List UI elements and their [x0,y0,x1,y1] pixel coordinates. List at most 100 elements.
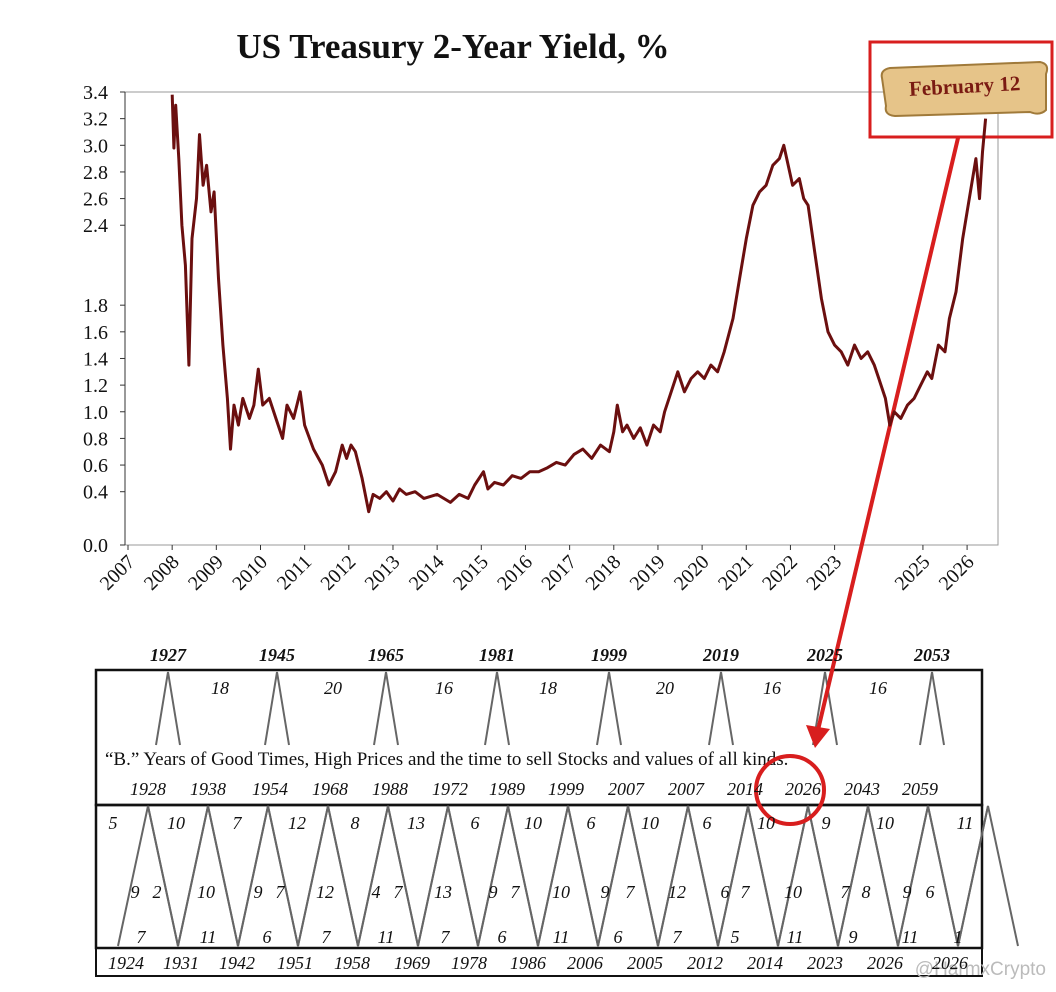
top-numbers: 7 [233,813,243,833]
lower-years: 2023 [807,953,843,973]
bottom-numbers: 6 [614,927,623,947]
top-numbers: 10 [757,813,775,833]
yield-line [170,94,988,514]
bottom-numbers: 7 [441,927,451,947]
x-tick-label: 2019 [626,551,670,595]
peak-wedge [919,671,945,746]
zigzag [147,805,1019,947]
x-tick-label: 2017 [537,551,581,595]
middle-numbers: 9 [601,882,610,902]
bottom-numbers: 9 [849,927,858,947]
peak-wedge [373,671,399,746]
chart-title: US Treasury 2-Year Yield, % [236,27,669,66]
bottom-numbers: 11 [553,927,570,947]
middle-numbers: 7 [276,882,286,902]
x-tick-label: 2026 [935,551,979,595]
lower-years: 1931 [163,953,199,973]
x-tick-label: 2016 [493,551,537,595]
y-tick-label: 0.4 [83,482,108,504]
watermark: @HarmxCrypto [915,959,1046,980]
upper-years: 2026 [785,779,821,799]
top-numbers: 10 [524,813,542,833]
y-tick-label: 2.4 [83,215,108,237]
bottom-numbers: 11 [378,927,395,947]
middle-numbers: 9 [254,882,263,902]
y-tick-label: 3.0 [83,135,108,157]
y-tick-label: 1.2 [83,375,108,397]
upper-years: 1928 [130,779,166,799]
peak-years: 1945 [259,645,295,665]
annotation: February 12 [908,71,1021,101]
x-tick-label: 2013 [361,551,405,595]
y-tick-label: 1.0 [83,402,108,424]
bottom-numbers: 7 [137,927,147,947]
x-tick-label: 2009 [184,551,228,595]
upper-years: 1938 [190,779,226,799]
highlight-box [868,40,1054,139]
upper-years: 2007 [668,779,705,799]
middle-numbers: 9 [903,882,912,902]
peak-intervals: 16 [435,678,453,698]
lower-years: 2026 [932,953,968,973]
bottom-numbers: 1 [954,927,963,947]
middle-numbers: 10 [197,882,215,902]
bottom-numbers: 6 [263,927,272,947]
top-numbers: 8 [351,813,360,833]
x-tick-label: 2022 [758,551,802,595]
middle-numbers: 9 [131,882,140,902]
banner [880,60,1049,118]
top-numbers: 5 [109,813,118,833]
middle-numbers: 7 [741,882,751,902]
middle-numbers: 9 [489,882,498,902]
y-tick-label: 0.8 [83,428,108,450]
x-tick-label: 2011 [273,551,316,594]
peak-wedge [484,671,510,746]
upper-years: 2043 [844,779,880,799]
middle-numbers: 7 [626,882,636,902]
lower-years: 1986 [510,953,546,973]
plot-frame [124,91,999,546]
middle-numbers: 2 [153,882,162,902]
lower-years: 2014 [747,953,783,973]
x-tick-label: 2010 [228,551,272,595]
lower-years: 2012 [687,953,723,973]
upper-years: 1954 [252,779,288,799]
upper-years: 1989 [489,779,525,799]
peak-intervals: 18 [211,678,229,698]
middle-numbers: 10 [784,882,802,902]
peak-wedge [708,671,734,746]
top-numbers: 6 [587,813,596,833]
y-tick-label: 3.4 [83,82,108,104]
middle-numbers: 7 [394,882,404,902]
peak-years: 1927 [150,645,187,665]
middle-numbers: 10 [552,882,570,902]
peak-years: 2053 [913,645,950,665]
y-tick-label: 1.4 [83,348,108,370]
x-tick-label: 2014 [405,551,449,595]
top-numbers: 10 [876,813,894,833]
middle-numbers: 7 [511,882,521,902]
x-tick-label: 2023 [802,551,846,595]
bottom-numbers: 11 [902,927,919,947]
middle-numbers: 7 [841,882,851,902]
upper-years: 2059 [902,779,938,799]
x-tick-label: 2025 [891,551,935,595]
upper-years: 2007 [608,779,645,799]
peak-intervals: 16 [869,678,887,698]
peak-intervals: 20 [656,678,674,698]
top-numbers: 10 [641,813,659,833]
middle-numbers: 13 [434,882,452,902]
upper-years: 1968 [312,779,348,799]
x-tick-label: 2021 [714,551,758,595]
cycle-caption: “B.” Years of Good Times, High Prices an… [105,749,788,770]
bottom-numbers: 7 [322,927,332,947]
y-tick-label: 0.0 [83,535,108,557]
peak-years: 1981 [479,645,515,665]
upper-years: 2014 [727,779,763,799]
top-numbers: 9 [822,813,831,833]
lower-years: 1958 [334,953,370,973]
peak-years: 2025 [806,645,843,665]
middle-numbers: 4 [372,882,381,902]
lower-years: 1978 [451,953,487,973]
lower-years: 2005 [627,953,663,973]
